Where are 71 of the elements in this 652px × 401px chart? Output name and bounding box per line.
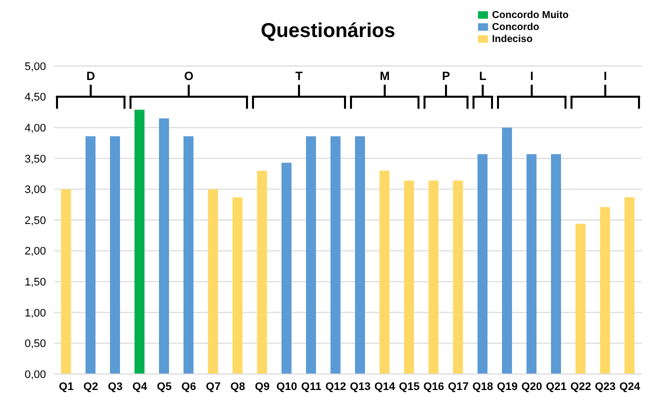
x-tick-label: Q23 <box>594 380 616 393</box>
y-tick-label: 4,50 <box>24 92 46 104</box>
x-tick-label: Q15 <box>398 380 420 393</box>
x-tick-label: Q20 <box>521 380 542 393</box>
y-tick-label: 0,00 <box>24 368 46 381</box>
bar <box>600 207 610 374</box>
bar <box>134 110 144 374</box>
y-tick-label: 1,50 <box>24 276 46 289</box>
bar <box>502 128 512 374</box>
bar <box>428 180 438 374</box>
legend-label: Indeciso <box>492 34 533 45</box>
x-tick-label: Q18 <box>472 380 494 393</box>
x-tick-label: Q11 <box>301 380 322 393</box>
bar <box>61 189 71 374</box>
bar <box>380 170 390 374</box>
x-tick-label: Q12 <box>325 380 346 393</box>
x-tick-label: Q16 <box>423 380 444 393</box>
annotation: D <box>86 68 96 83</box>
annotation: M <box>380 68 390 83</box>
x-tick-label: Q5 <box>156 380 172 393</box>
y-tick-label: 1,00 <box>24 307 46 320</box>
x-tick-label: Q17 <box>448 380 469 393</box>
x-tick-label: Q24 <box>619 380 642 393</box>
bar <box>208 189 218 374</box>
x-tick-label: Q19 <box>496 380 518 393</box>
bar <box>624 197 634 374</box>
bar <box>86 136 96 374</box>
bar <box>330 136 340 374</box>
x-tick-label: Q2 <box>83 380 98 393</box>
bar <box>404 180 414 374</box>
x-tick-label: Q9 <box>254 380 270 393</box>
bar <box>282 162 292 374</box>
bar <box>526 154 536 374</box>
x-tick-label: Q22 <box>570 380 592 393</box>
bar <box>355 136 365 374</box>
x-tick-label: Q3 <box>108 380 123 393</box>
y-tick-label: 3,50 <box>24 153 46 166</box>
annotation: L <box>479 68 486 83</box>
bar <box>257 170 267 374</box>
y-tick-label: 5,00 <box>24 60 46 73</box>
bar <box>478 154 488 374</box>
y-tick-label: 4,00 <box>24 122 46 135</box>
chart-title: Questionários <box>260 20 396 42</box>
annotation: I <box>530 68 534 83</box>
y-tick-label: 3,00 <box>24 184 46 196</box>
y-tick-label: 2,50 <box>24 214 46 227</box>
legend-label: Concordo Muito <box>492 10 569 21</box>
x-tick-label: Q1 <box>58 380 74 393</box>
bar <box>576 224 586 374</box>
x-tick-label: Q6 <box>181 380 196 393</box>
bar <box>551 154 561 374</box>
x-tick-label: Q4 <box>132 380 148 393</box>
x-tick-label: Q21 <box>546 380 567 393</box>
annotation: T <box>295 68 304 83</box>
annotation: P <box>442 68 450 83</box>
annotation: I <box>604 68 607 83</box>
bar <box>159 118 169 374</box>
y-tick-label: 0,50 <box>24 338 46 350</box>
bar <box>306 136 316 374</box>
bar <box>184 136 194 374</box>
annotation: O <box>184 68 194 83</box>
bar <box>232 197 242 374</box>
bar <box>453 180 463 374</box>
x-tick-label: Q10 <box>276 380 298 393</box>
x-tick-label: Q14 <box>374 380 396 393</box>
legend-label: Concordo <box>492 22 540 33</box>
x-tick-label: Q13 <box>350 380 371 393</box>
x-tick-label: Q8 <box>230 380 246 393</box>
x-tick-label: Q7 <box>206 380 221 393</box>
y-tick-label: 2,00 <box>24 246 46 258</box>
bar <box>110 136 120 374</box>
